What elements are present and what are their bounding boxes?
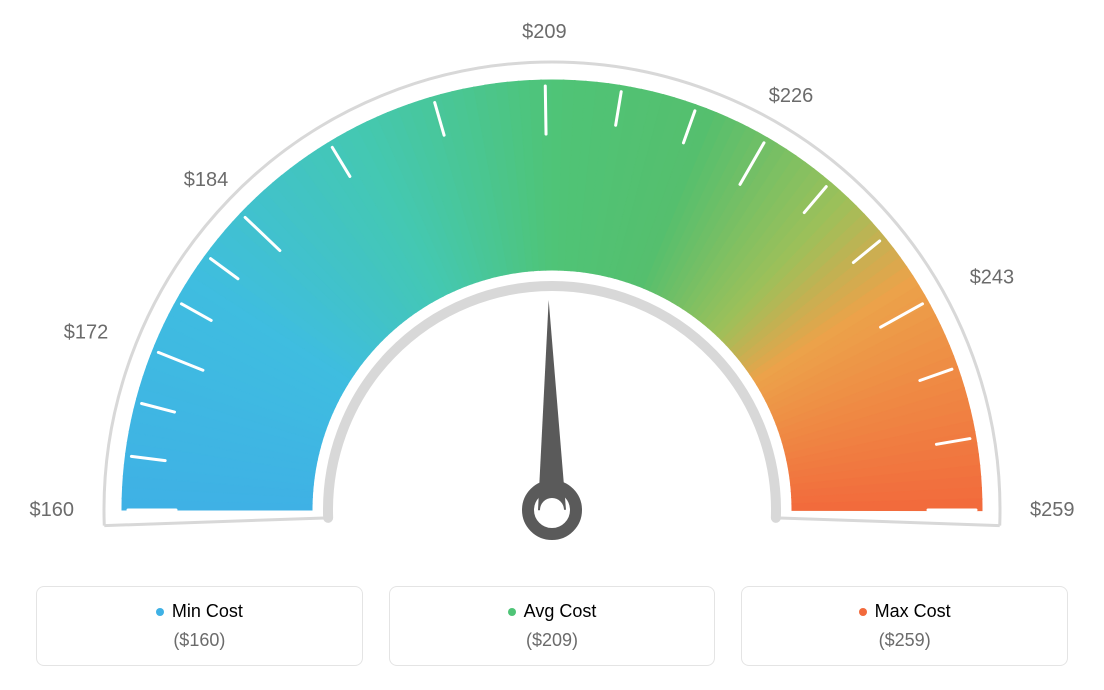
svg-text:$243: $243 xyxy=(970,267,1015,289)
gauge: $160 $172 $184 $209 $226 $243 $259 xyxy=(0,0,1104,560)
svg-text:$184: $184 xyxy=(184,169,229,191)
svg-text:$172: $172 xyxy=(64,321,109,343)
legend-max-card: Max Cost ($259) xyxy=(741,586,1068,666)
legend-max-label-text: Max Cost xyxy=(875,601,951,621)
dot-icon xyxy=(156,608,164,616)
svg-text:$209: $209 xyxy=(522,21,567,43)
gauge-chart-container: $160 $172 $184 $209 $226 $243 $259 Min Cost ($… xyxy=(0,0,1104,690)
legend-avg-value: ($209) xyxy=(390,630,715,651)
legend-row: Min Cost ($160) Avg Cost ($209) Max Cost… xyxy=(36,586,1068,666)
legend-min-value: ($160) xyxy=(37,630,362,651)
legend-max-value: ($259) xyxy=(742,630,1067,651)
dot-icon xyxy=(859,608,867,616)
svg-text:$160: $160 xyxy=(30,499,75,521)
legend-avg-label-text: Avg Cost xyxy=(524,601,597,621)
legend-min-label-text: Min Cost xyxy=(172,601,243,621)
legend-min-label: Min Cost xyxy=(37,601,362,622)
legend-min-card: Min Cost ($160) xyxy=(36,586,363,666)
legend-max-label: Max Cost xyxy=(742,601,1067,622)
legend-avg-label: Avg Cost xyxy=(390,601,715,622)
legend-avg-card: Avg Cost ($209) xyxy=(389,586,716,666)
svg-text:$259: $259 xyxy=(1030,499,1075,521)
svg-text:$226: $226 xyxy=(769,85,814,107)
dot-icon xyxy=(508,608,516,616)
